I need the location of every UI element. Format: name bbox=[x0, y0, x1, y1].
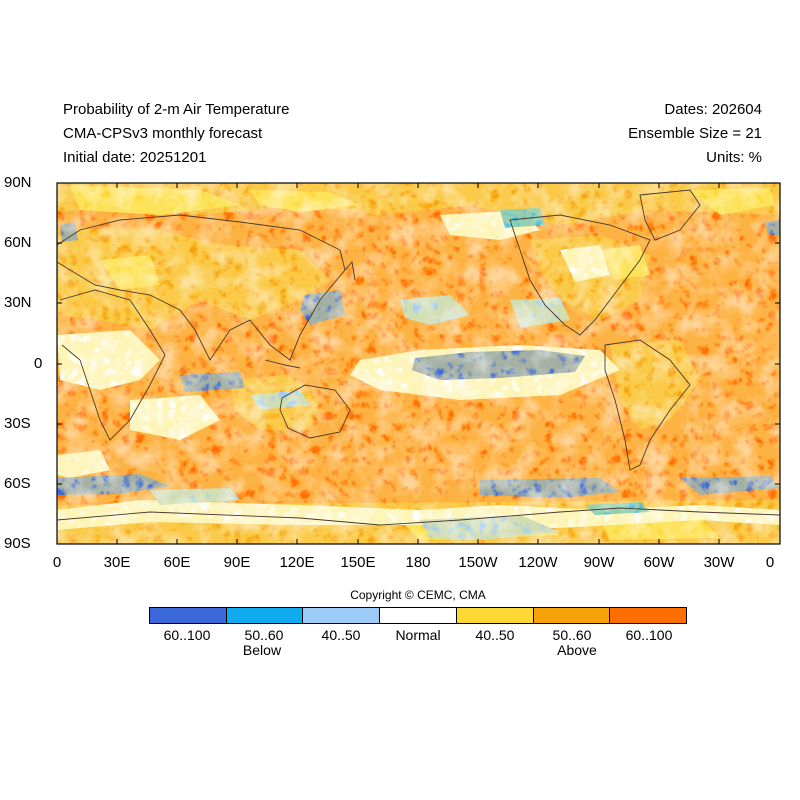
legend-label-normal: Normal bbox=[395, 627, 441, 643]
map-header-left: Probability of 2-m Air Temperature CMA-C… bbox=[63, 98, 290, 170]
legend-swatch-above-40-50 bbox=[456, 608, 534, 623]
axis-ticks bbox=[57, 182, 780, 545]
legend-label-above-40-50: 40..50 bbox=[475, 627, 515, 643]
lon-label-0-east: 0 bbox=[765, 554, 775, 571]
lat-label-90s: 90S bbox=[4, 535, 31, 552]
legend-swatch-below-40-50 bbox=[303, 608, 381, 623]
lon-label-30e: 30E bbox=[103, 554, 131, 571]
probability-field bbox=[57, 183, 780, 544]
forecast-dates: Dates: 202604 bbox=[664, 101, 762, 118]
legend-label-above-60-100: 60..100 bbox=[625, 627, 673, 643]
lon-label-120w: 120W bbox=[518, 554, 558, 571]
ensemble-size: Ensemble Size = 21 bbox=[628, 125, 762, 142]
legend-colorbar bbox=[149, 607, 687, 624]
legend-label-above-50-60: 50..60 bbox=[552, 627, 592, 643]
lat-label-30n: 30N bbox=[4, 294, 32, 311]
lon-label-150e: 150E bbox=[340, 554, 376, 571]
lat-label-60s: 60S bbox=[4, 475, 31, 492]
lat-label-30s: 30S bbox=[4, 415, 31, 432]
legend-label-below-50-60: 50..60 bbox=[244, 627, 284, 643]
lat-label-60n: 60N bbox=[4, 234, 32, 251]
initial-date: Initial date: 20251201 bbox=[63, 149, 207, 166]
coastlines bbox=[57, 189, 780, 526]
legend-group-above: Above bbox=[557, 642, 597, 658]
legend-swatch-below-50-60 bbox=[226, 608, 304, 623]
legend-label-below-40-50: 40..50 bbox=[321, 627, 361, 643]
lon-label-120e: 120E bbox=[279, 554, 315, 571]
lon-label-60e: 60E bbox=[163, 554, 191, 571]
lat-label-0: 0 bbox=[34, 355, 43, 372]
lat-label-90n: 90N bbox=[4, 174, 32, 191]
units-label: Units: % bbox=[706, 149, 762, 166]
lon-label-30w: 30W bbox=[703, 554, 735, 571]
lon-label-90e: 90E bbox=[223, 554, 251, 571]
copyright-text: Copyright © CEMC, CMA bbox=[350, 588, 486, 602]
legend-swatch-above-60-100 bbox=[610, 608, 687, 623]
lon-label-180: 180 bbox=[405, 554, 431, 571]
legend-swatch-normal bbox=[380, 608, 457, 623]
lon-label-90w: 90W bbox=[583, 554, 615, 571]
texture-white bbox=[57, 183, 780, 544]
legend-group-below: Below bbox=[242, 642, 282, 658]
legend-swatch-below-60-100 bbox=[150, 608, 227, 623]
legend-label-below-60-100: 60..100 bbox=[163, 627, 211, 643]
lon-label-60w: 60W bbox=[643, 554, 675, 571]
map-title: Probability of 2-m Air Temperature bbox=[63, 101, 290, 118]
model-name: CMA-CPSv3 monthly forecast bbox=[63, 125, 263, 142]
lon-label-0: 0 bbox=[52, 554, 62, 571]
lon-label-150w: 150W bbox=[458, 554, 498, 571]
legend-swatch-above-50-60 bbox=[533, 608, 611, 623]
map-header-right: Dates: 202604 Ensemble Size = 21 Units: … bbox=[628, 98, 762, 170]
